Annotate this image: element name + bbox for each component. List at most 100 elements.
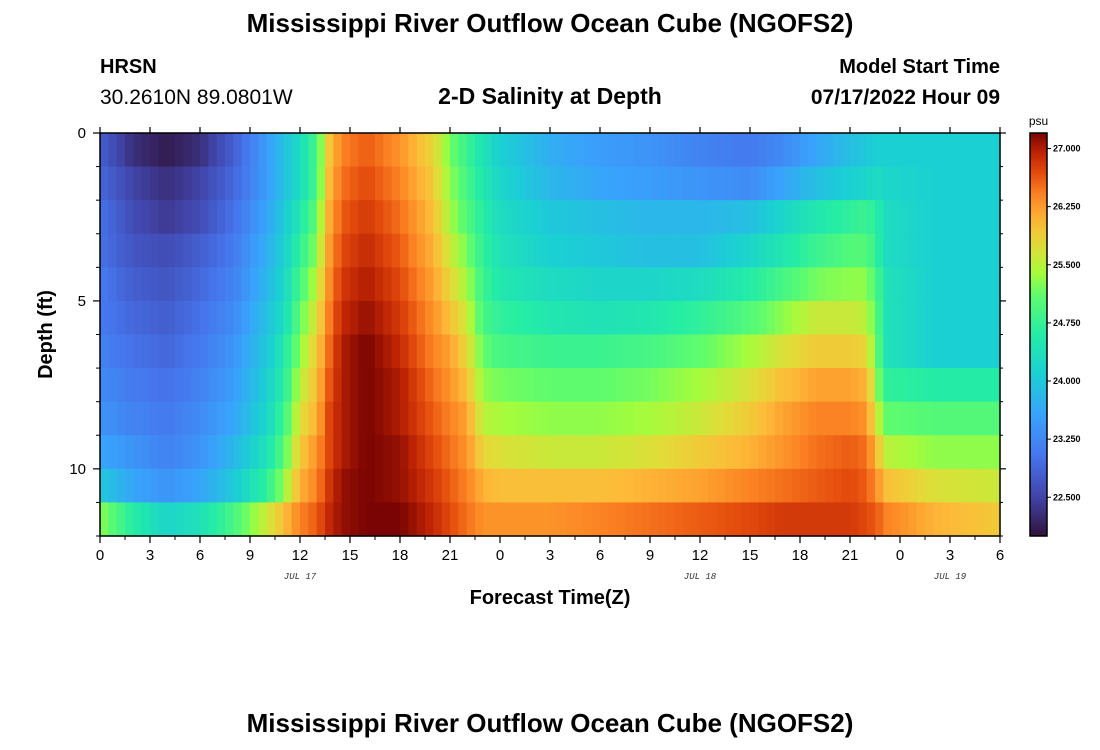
- heatmap-cell: [675, 368, 684, 403]
- heatmap-cell: [391, 502, 401, 537]
- heatmap-cell: [616, 300, 626, 336]
- heatmap-cell: [950, 300, 959, 336]
- heatmap-cell: [158, 233, 168, 268]
- heatmap-cell: [666, 233, 676, 268]
- heatmap-cell: [400, 166, 409, 201]
- heatmap-cell: [116, 166, 126, 201]
- heatmap-cell: [858, 468, 868, 504]
- heatmap-cell: [741, 334, 751, 369]
- heatmap-cell: [541, 133, 551, 168]
- heatmap-cell: [541, 401, 551, 436]
- heatmap-cell: [225, 200, 234, 235]
- heatmap-cell: [783, 401, 793, 436]
- heatmap-cell: [116, 133, 126, 168]
- heatmap-cell: [350, 267, 359, 302]
- x-tick-label: 6: [196, 547, 204, 564]
- heatmap-cell: [300, 200, 309, 235]
- heatmap-cell: [858, 502, 868, 537]
- heatmap-cell: [533, 468, 543, 504]
- heatmap-cell: [400, 502, 409, 537]
- heatmap-cell: [141, 334, 151, 369]
- heatmap-cell: [891, 401, 901, 436]
- heatmap-cell: [725, 502, 734, 537]
- heatmap-cell: [241, 166, 251, 201]
- heatmap-cell: [708, 468, 718, 504]
- heatmap-cell: [108, 468, 118, 504]
- heatmap-cell: [641, 334, 651, 369]
- heatmap-cell: [975, 435, 984, 470]
- heatmap-cell: [333, 435, 343, 470]
- heatmap-cell: [975, 166, 984, 201]
- heatmap-cell: [666, 401, 676, 436]
- heatmap-cell: [225, 166, 234, 201]
- heatmap-cell: [708, 368, 718, 403]
- heatmap-cell: [766, 368, 776, 403]
- heatmap-cell: [375, 200, 384, 235]
- heatmap-cell: [808, 334, 818, 369]
- heatmap-cell: [450, 200, 459, 235]
- heatmap-cell: [900, 166, 909, 201]
- heatmap-cell: [241, 435, 251, 470]
- heatmap-cell: [183, 468, 193, 504]
- heatmap-cell: [300, 133, 309, 168]
- heatmap-cell: [783, 166, 793, 201]
- heatmap-cell: [158, 334, 168, 369]
- x-date-label: JUL 17: [284, 572, 317, 582]
- heatmap-cell: [200, 166, 209, 201]
- heatmap-cell: [400, 267, 409, 302]
- heatmap-cell: [500, 401, 509, 436]
- heatmap-cell: [700, 468, 709, 504]
- heatmap-cell: [233, 468, 243, 504]
- heatmap-cell: [300, 300, 309, 336]
- heatmap-cell: [758, 468, 768, 504]
- heatmap-cell: [133, 401, 143, 436]
- heatmap-cell: [833, 200, 843, 235]
- heatmap-cell: [508, 133, 518, 168]
- heatmap-cell: [600, 401, 609, 436]
- heatmap-cell: [550, 233, 559, 268]
- heatmap-cell: [250, 300, 259, 336]
- heatmap-cell: [433, 233, 443, 268]
- heatmap-cell: [958, 300, 968, 336]
- heatmap-cell: [658, 401, 668, 436]
- heatmap-cell: [191, 502, 201, 537]
- heatmap-cell: [683, 368, 693, 403]
- heatmap-cell: [666, 334, 676, 369]
- heatmap-cell: [258, 334, 268, 369]
- heatmap-cell: [583, 334, 593, 369]
- heatmap-cell: [350, 133, 359, 168]
- heatmap-cell: [516, 300, 526, 336]
- heatmap-cell: [875, 334, 884, 369]
- heatmap-cell: [833, 401, 843, 436]
- heatmap-cell: [833, 368, 843, 403]
- heatmap-cell: [333, 502, 343, 537]
- heatmap-cell: [858, 401, 868, 436]
- heatmap-cell: [116, 502, 126, 537]
- heatmap-cell: [183, 368, 193, 403]
- heatmap-cell: [566, 334, 576, 369]
- heatmap-cell: [183, 334, 193, 369]
- heatmap-cell: [283, 368, 293, 403]
- heatmap-cell: [266, 133, 276, 168]
- heatmap-cell: [925, 502, 934, 537]
- x-tick-label: 21: [842, 547, 859, 564]
- heatmap-cell: [366, 300, 376, 336]
- heatmap-cell: [150, 401, 159, 436]
- colorbar-label: 27.000: [1053, 144, 1081, 154]
- colorbar: psu 27.000 26.250 25.500 24.750 24.000 23.250…: [1029, 114, 1081, 537]
- heatmap-cell: [175, 334, 184, 369]
- heatmap-cell: [608, 435, 618, 470]
- heatmap-cell: [725, 468, 734, 504]
- heatmap-cell: [933, 468, 943, 504]
- heatmap-cell: [166, 200, 176, 235]
- heatmap-cell: [691, 334, 701, 369]
- heatmap-cell: [591, 200, 601, 235]
- heatmap-cell: [400, 368, 409, 403]
- heatmap-cell: [825, 166, 834, 201]
- heatmap-cell: [216, 502, 226, 537]
- heatmap-cell: [925, 233, 934, 268]
- heatmap-cell: [100, 166, 109, 201]
- heatmap-cell: [975, 267, 984, 302]
- heatmap-cell: [233, 133, 243, 168]
- heatmap-cell: [216, 368, 226, 403]
